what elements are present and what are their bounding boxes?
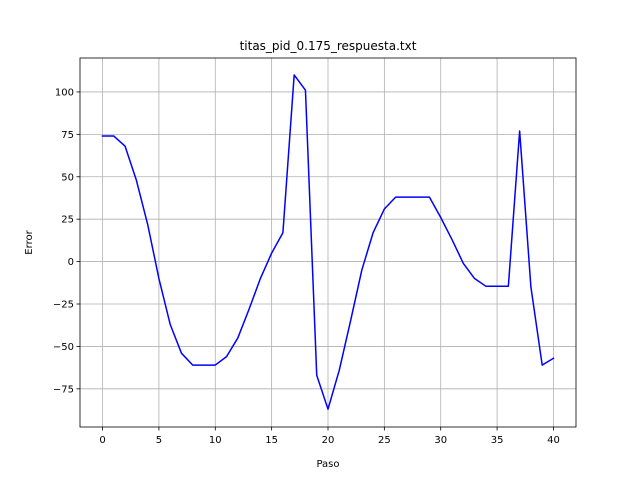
y-tick-label: 25 <box>61 215 74 226</box>
y-tick-label: −50 <box>53 342 74 353</box>
x-tick-label: 35 <box>491 435 504 446</box>
x-tick-label: 30 <box>434 435 447 446</box>
y-tick-label: 50 <box>61 172 74 183</box>
grid <box>80 58 576 427</box>
y-tick-label: 0 <box>68 257 74 268</box>
x-tick-label: 20 <box>322 435 335 446</box>
x-tick-label: 0 <box>99 435 105 446</box>
ticks: 0 5 10 15 20 25 30 35 40 −75 −50 −25 0 25 50 75 100 <box>53 87 560 446</box>
x-tick-label: 25 <box>378 435 391 446</box>
chart-title: titas_pid_0.175_respuesta.txt <box>240 39 417 53</box>
x-tick-label: 10 <box>209 435 222 446</box>
y-tick-label: 75 <box>61 130 74 141</box>
error-series-line <box>101 74 555 410</box>
y-tick-label: 100 <box>55 87 74 98</box>
x-tick-label: 40 <box>547 435 560 446</box>
x-tick-label: 5 <box>156 435 162 446</box>
x-axis-label: Paso <box>316 459 339 470</box>
x-tick-label: 15 <box>265 435 278 446</box>
y-tick-label: −25 <box>53 300 74 311</box>
y-axis-label: Error <box>24 229 35 254</box>
y-tick-label: −75 <box>53 384 74 395</box>
series-layer <box>101 74 555 410</box>
